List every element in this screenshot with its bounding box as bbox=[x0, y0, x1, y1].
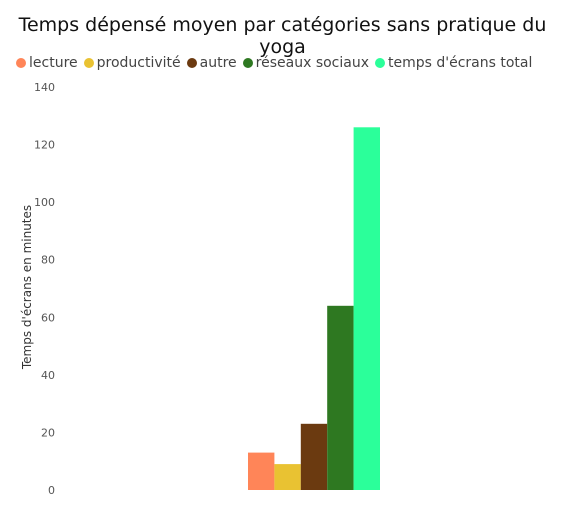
y-tick-label: 100 bbox=[34, 196, 55, 209]
bar-r-seaux-sociaux[interactable] bbox=[327, 305, 354, 490]
legend-swatch-temps-ecrans-total bbox=[375, 58, 385, 68]
bar-productivit-[interactable] bbox=[274, 464, 301, 490]
y-tick-label: 40 bbox=[41, 369, 55, 382]
y-tick-label: 0 bbox=[48, 484, 55, 497]
y-axis-ticks: 0 20 40 60 80 100 120 140 bbox=[34, 81, 55, 497]
bars bbox=[248, 127, 380, 491]
bar-autre[interactable] bbox=[300, 423, 328, 490]
legend-label-productivite: productivité bbox=[96, 55, 181, 71]
y-tick-label: 140 bbox=[34, 81, 55, 94]
y-tick-label: 20 bbox=[41, 426, 55, 439]
bar-lecture[interactable] bbox=[248, 452, 275, 490]
legend-label-temps-ecrans-total: temps d'écrans total bbox=[388, 55, 533, 71]
legend-item-lecture[interactable]: lecture bbox=[16, 55, 78, 71]
y-tick-label: 80 bbox=[41, 254, 55, 267]
legend-item-temps-ecrans-total[interactable]: temps d'écrans total bbox=[375, 55, 532, 71]
legend-swatch-lecture bbox=[16, 58, 26, 68]
bar-temps-d-crans-total[interactable] bbox=[353, 127, 380, 491]
legend-label-autre: autre bbox=[199, 55, 237, 71]
legend-swatch-reseaux-sociaux bbox=[242, 58, 253, 68]
y-axis-label: Temps d'écrans en minutes bbox=[20, 205, 34, 370]
chart-title: Temps dépensé moyen par catégories sans … bbox=[18, 14, 547, 58]
legend-swatch-autre bbox=[186, 58, 197, 68]
legend-label-reseaux-sociaux: réseaux sociaux bbox=[255, 55, 369, 71]
chart-legend: lecture productivité autre réseaux socia… bbox=[16, 55, 538, 71]
y-tick-label: 60 bbox=[41, 311, 55, 324]
legend-swatch-productivite bbox=[83, 58, 94, 68]
legend-item-productivite[interactable]: productivité bbox=[83, 55, 181, 71]
y-tick-label: 120 bbox=[34, 139, 55, 152]
legend-item-reseaux-sociaux[interactable]: réseaux sociaux bbox=[242, 55, 369, 71]
legend-item-autre[interactable]: autre bbox=[186, 55, 237, 71]
legend-label-lecture: lecture bbox=[29, 55, 78, 71]
